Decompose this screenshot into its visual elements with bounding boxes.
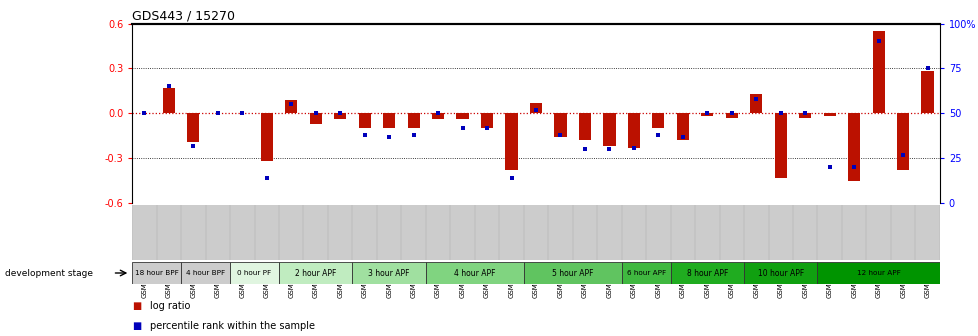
Text: 4 hour BPF: 4 hour BPF [186,270,225,276]
Bar [822,114,835,116]
Bar [181,262,230,284]
Bar [743,262,817,284]
Text: log ratio: log ratio [150,301,190,311]
Text: ■: ■ [132,301,141,311]
Bar [920,72,933,114]
Bar [871,31,884,114]
Bar [279,262,352,284]
Text: 8 hour APF: 8 hour APF [686,268,728,278]
Bar [333,114,346,119]
Text: 12 hour APF: 12 hour APF [856,270,900,276]
Bar [602,114,615,146]
Bar [749,94,762,114]
Bar [817,262,939,284]
Bar [505,114,517,170]
Text: 0 hour PF: 0 hour PF [238,270,271,276]
Bar [407,114,420,128]
Text: 3 hour APF: 3 hour APF [368,268,410,278]
Text: development stage: development stage [5,268,93,278]
Bar [651,114,664,128]
Text: 5 hour APF: 5 hour APF [552,268,593,278]
Bar [480,114,493,128]
Bar [554,114,566,137]
Bar [230,262,279,284]
Bar [187,114,200,142]
Bar [896,114,909,170]
Bar [529,103,542,114]
Bar [700,114,713,116]
Text: 18 hour BPF: 18 hour BPF [135,270,178,276]
Text: GDS443 / 15270: GDS443 / 15270 [132,9,235,23]
Text: 10 hour APF: 10 hour APF [757,268,803,278]
Bar [676,114,689,140]
Text: 6 hour APF: 6 hour APF [626,270,665,276]
Bar [578,114,591,140]
Bar [382,114,395,128]
Bar [798,114,811,118]
Bar [358,114,371,128]
Bar [162,88,175,114]
Bar [627,114,640,148]
Bar [774,114,786,178]
Bar [523,262,621,284]
Text: 2 hour APF: 2 hour APF [294,268,336,278]
Bar [260,114,273,161]
Bar [847,114,860,181]
Bar [431,114,444,119]
Bar [670,262,743,284]
Bar [425,262,523,284]
Bar [725,114,737,118]
Text: percentile rank within the sample: percentile rank within the sample [150,321,315,331]
Bar [285,100,297,114]
Text: 4 hour APF: 4 hour APF [454,268,495,278]
Bar [352,262,425,284]
Bar [456,114,468,119]
Bar [132,262,181,284]
Bar [621,262,670,284]
Bar [309,114,322,124]
Text: ■: ■ [132,321,141,331]
